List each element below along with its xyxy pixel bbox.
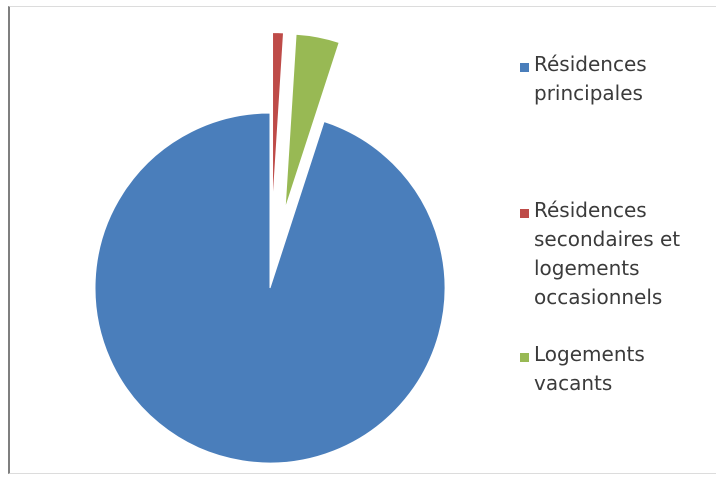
legend-label-residences-principales: Résidences principales — [534, 52, 647, 105]
pie-chart — [94, 32, 446, 464]
pie-slice-residences-secondaires — [272, 32, 285, 208]
pie-slice-residences-principales — [94, 112, 446, 464]
legend-swatch-logements-vacants — [520, 353, 529, 362]
legend-label-logements-vacants: Logements vacants — [534, 342, 645, 395]
legend-swatch-residences-principales — [520, 63, 529, 72]
legend: Résidences principales Résidences second… — [520, 0, 716, 480]
pie-slice-logements-vacants — [284, 33, 340, 210]
legend-label-residences-secondaires: Résidences secondaires et logements occa… — [534, 198, 681, 309]
legend-swatch-residences-secondaires — [520, 209, 529, 218]
